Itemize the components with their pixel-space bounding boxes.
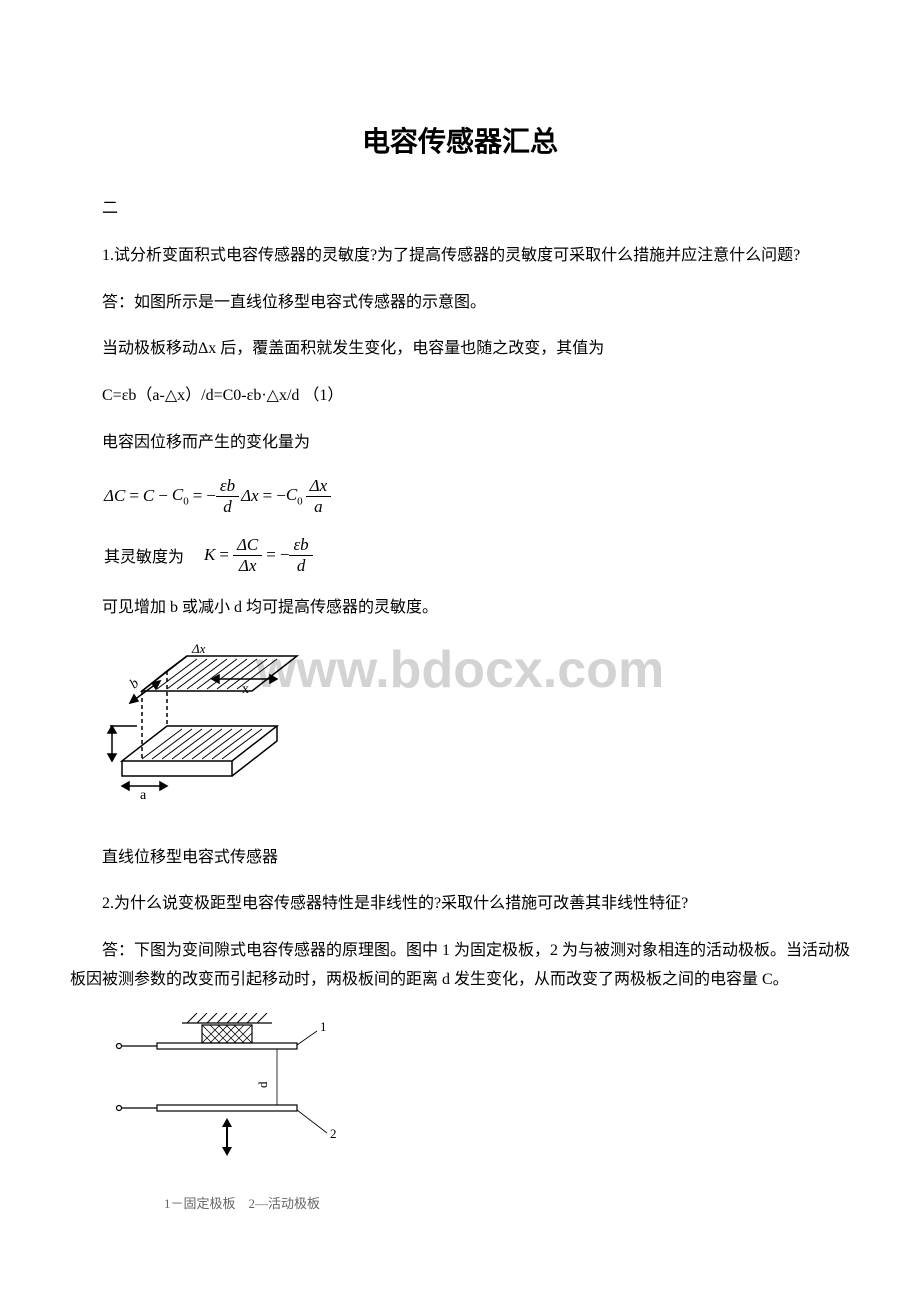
figure-1-caption: 直线位移型电容式传感器: [70, 844, 850, 873]
svg-text:b: b: [127, 676, 142, 692]
answer-1-p5: 可见增加 b 或减小 d 均可提高传感器的灵敏度。: [70, 594, 850, 623]
deltaC-term2: C0: [172, 485, 189, 507]
svg-text:Δx: Δx: [191, 641, 206, 656]
minus-1: −: [158, 486, 168, 506]
frac-epsb-d: εb d: [216, 476, 239, 517]
frac-dC-dx: ΔC Δx: [233, 535, 262, 576]
figure-2: 1 2 d: [102, 1013, 382, 1183]
formula-deltaC: ΔC = C − C0 = − εb d Δx = − C0 Δx a: [70, 476, 850, 517]
neg-1: −: [206, 486, 216, 506]
neg-3: −: [280, 545, 290, 565]
frac-epsb-d-2: εb d: [289, 535, 312, 576]
deltaC-term1: C: [143, 486, 154, 506]
equals-3: =: [263, 486, 273, 506]
svg-text:d: d: [102, 742, 106, 749]
svg-text:d: d: [255, 1081, 270, 1088]
answer-2: 答：下图为变间隙式电容传感器的原理图。图中 1 为固定极板，2 为与被测对象相连…: [70, 937, 850, 995]
K-lhs: K: [204, 545, 215, 565]
answer-1-p2: 当动极板移动Δx 后，覆盖面积就发生变化，电容量也随之改变，其值为: [70, 335, 850, 364]
answer-1-intro: 答：如图所示是一直线位移型电容式传感器的示意图。: [70, 289, 850, 318]
answer-1-p3: 电容因位移而产生的变化量为: [70, 429, 850, 458]
question-1: 1.试分析变面积式电容传感器的灵敏度?为了提高传感器的灵敏度可采取什么措施并应注…: [70, 242, 850, 271]
svg-text:a: a: [140, 788, 147, 803]
figure-1-container: Δx x b d a: [70, 641, 850, 826]
figure-2-caption: 1－固定极板 2—活动极板: [102, 1193, 382, 1212]
neg-2: −: [276, 486, 286, 506]
deltaC-term3: C0: [286, 485, 303, 507]
formula-K: 其灵敏度为 K = ΔC Δx = − εb d: [70, 535, 850, 576]
question-2: 2.为什么说变极距型电容传感器特性是非线性的?采取什么措施可改善其非线性特征?: [70, 890, 850, 919]
svg-text:x: x: [242, 682, 249, 697]
svg-text:2: 2: [330, 1126, 337, 1141]
formula-1: C=εb（a-△x）/d=C0-εb·△x/d （1）: [70, 382, 850, 411]
sensitivity-prefix: 其灵敏度为: [104, 543, 184, 567]
document-title: 电容传感器汇总: [70, 120, 850, 160]
deltaC-mult1: Δx: [241, 486, 259, 506]
equals-1: =: [129, 486, 139, 506]
figure-1: Δx x b d a: [102, 641, 322, 821]
svg-text:1: 1: [320, 1019, 327, 1034]
equals-5: =: [266, 545, 276, 565]
equals-2: =: [193, 486, 203, 506]
frac-dx-a: Δx a: [306, 476, 332, 517]
equals-4: =: [219, 545, 229, 565]
deltaC-lhs: ΔC: [104, 486, 125, 506]
figure-2-container: 1 2 d 1－固定极板 2—活动极板: [70, 1013, 850, 1212]
document-content: 电容传感器汇总 二 1.试分析变面积式电容传感器的灵敏度?为了提高传感器的灵敏度…: [70, 120, 850, 1212]
section-header: 二: [70, 195, 850, 224]
